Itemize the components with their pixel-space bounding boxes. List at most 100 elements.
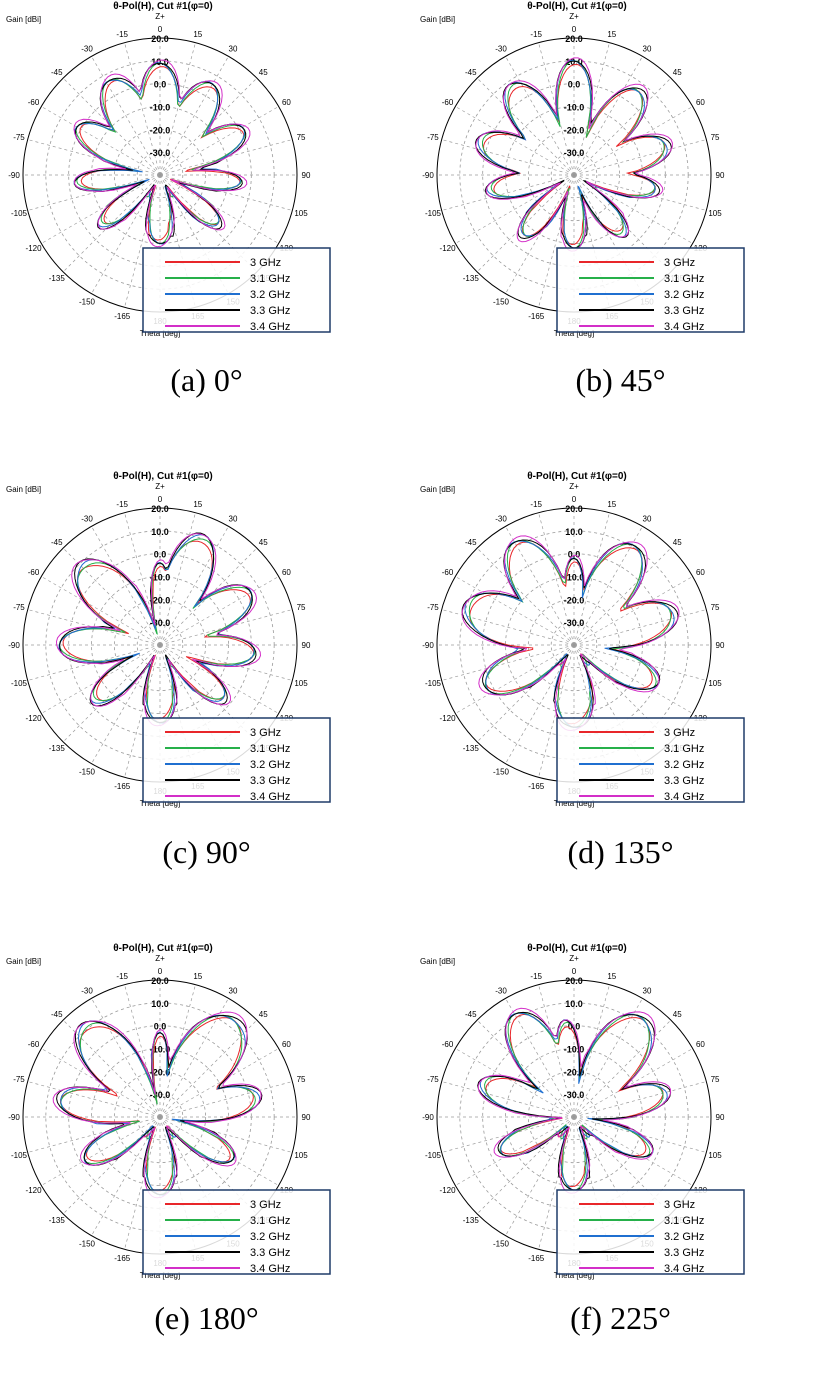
angle-tick-label: -150 (79, 767, 96, 776)
grid-spoke (573, 526, 643, 646)
angle-tick-label: 15 (193, 500, 202, 509)
radial-axis-label: Gain [dBi] (420, 485, 455, 494)
caption-c: (c) 90° (0, 834, 413, 871)
grid-spoke (476, 1019, 575, 1118)
grid-spoke (91, 56, 161, 176)
chart-title: θ-Pol(H), Cut #1(φ=0) (113, 1, 213, 12)
grid-spoke (573, 1048, 693, 1118)
grid-spoke (159, 576, 279, 646)
angle-tick-label: 15 (193, 30, 202, 39)
polar-panel-b: θ-Pol(H), Cut #1(φ=0) Gain [dBi] Z+ Theta [… (414, 0, 827, 450)
radial-tick-label: -30.0 (564, 1090, 585, 1100)
grid-spoke (538, 1116, 575, 1250)
legend: 3 GHz 3.1 GHz 3.2 GHz 3.3 GHz 3.4 GHz (556, 247, 745, 333)
grid-spoke (476, 644, 575, 743)
grid-spoke (62, 1019, 161, 1118)
series-curve-4 (477, 1007, 672, 1194)
caption-e-angle: 180° (197, 1300, 259, 1336)
angle-tick-label: 30 (643, 987, 652, 996)
radial-tick-label: 20.0 (565, 34, 583, 44)
angle-tick-label: -150 (79, 1239, 96, 1248)
grid-spoke (27, 1116, 161, 1153)
grid-spoke (159, 56, 229, 176)
angle-tick-label: -165 (528, 312, 545, 321)
angle-tick-label: -90 (422, 171, 434, 180)
grid-spoke (159, 174, 279, 244)
radial-tick-label: -20.0 (564, 595, 585, 605)
grid-spoke (476, 174, 575, 273)
series-curve-3 (59, 532, 257, 723)
angle-tick-label: -120 (26, 244, 43, 253)
grid-spoke (62, 644, 161, 743)
angle-tick-label: -135 (49, 1216, 66, 1225)
legend-label: 3.3 GHz (664, 775, 704, 787)
angle-tick-label: 105 (294, 1151, 308, 1160)
angle-tick-label: -165 (528, 1254, 545, 1263)
grid-spoke (455, 174, 575, 244)
angle-tick-label: -45 (465, 68, 477, 77)
grid-ring (527, 598, 621, 692)
series-curve-3 (56, 1014, 263, 1195)
angle-tick-label: 60 (696, 98, 705, 107)
radial-tick-label: 10.0 (151, 999, 169, 1009)
grid-spoke (159, 106, 279, 176)
z-plus-label: Z+ (569, 482, 579, 491)
radial-tick-label: 10.0 (151, 527, 169, 537)
angle-tick-label: 105 (294, 209, 308, 218)
grid-spoke (41, 106, 161, 176)
polar-chart-c: θ-Pol(H), Cut #1(φ=0) Gain [dBi] Z+ Theta [… (6, 471, 331, 808)
angle-tick-label: -90 (422, 1113, 434, 1122)
radial-tick-label: -30.0 (150, 1090, 171, 1100)
angle-tick-label: -45 (465, 1010, 477, 1019)
caption-d-angle: 135° (612, 834, 674, 870)
grid-spoke (159, 1048, 279, 1118)
chart-title: θ-Pol(H), Cut #1(φ=0) (113, 943, 213, 954)
legend: 3 GHz 3.1 GHz 3.2 GHz 3.3 GHz 3.4 GHz (142, 1189, 331, 1275)
angle-tick-label: -45 (51, 538, 63, 547)
angle-tick-label: -150 (493, 1239, 510, 1248)
caption-a-angle: 0° (213, 362, 243, 398)
radial-tick-label: 20.0 (565, 504, 583, 514)
caption-a: (a) 0° (0, 362, 413, 399)
angle-tick-label: -15 (116, 500, 128, 509)
radial-tick-label: 0.0 (154, 80, 167, 90)
legend-label: 3.4 GHz (664, 791, 704, 803)
radial-tick-label: -30.0 (150, 618, 171, 628)
radial-tick-label: -10.0 (150, 103, 171, 113)
angle-tick-label: 90 (716, 641, 725, 650)
legend-label: 3.2 GHz (250, 1231, 290, 1243)
grid-spoke (159, 1116, 293, 1153)
series-curve-4 (52, 1011, 262, 1199)
radial-axis-label: Gain [dBi] (6, 15, 41, 24)
legend-label: 3 GHz (664, 727, 695, 739)
radial-tick-label: -30.0 (150, 148, 171, 158)
caption-f: (f) 225° (414, 1300, 827, 1337)
angle-tick-label: -120 (440, 1186, 457, 1195)
caption-b: (b) 45° (414, 362, 827, 399)
caption-a-letter: (a) (170, 362, 206, 398)
grid-ring (550, 621, 598, 669)
grid-spoke (27, 174, 161, 211)
grid-spoke (159, 644, 293, 681)
angle-tick-label: 45 (259, 1010, 268, 1019)
angle-tick-label: -30 (495, 515, 507, 524)
angle-tick-label: 0 (158, 967, 163, 976)
series-curve-0 (485, 1013, 664, 1188)
polar-chart-d: θ-Pol(H), Cut #1(φ=0) Gain [dBi] Z+ Theta [… (420, 471, 745, 808)
grid-spoke (441, 174, 575, 211)
angle-tick-label: -120 (440, 244, 457, 253)
series-curve-4 (55, 533, 262, 727)
angle-tick-label: 30 (229, 45, 238, 54)
grid-spoke (41, 1116, 161, 1186)
chart-title: θ-Pol(H), Cut #1(φ=0) (527, 1, 627, 12)
angle-tick-label: -105 (425, 1151, 442, 1160)
grid-spoke (455, 1116, 575, 1186)
angle-tick-label: 90 (302, 641, 311, 650)
angle-tick-label: 60 (282, 1040, 291, 1049)
grid-spoke (159, 1116, 279, 1186)
radial-tick-label: 10.0 (151, 57, 169, 67)
grid-spoke (573, 984, 610, 1118)
polar-chart-f: θ-Pol(H), Cut #1(φ=0) Gain [dBi] Z+ Theta [… (420, 943, 745, 1280)
legend-label: 3.3 GHz (664, 1247, 704, 1259)
angle-tick-label: -150 (493, 767, 510, 776)
